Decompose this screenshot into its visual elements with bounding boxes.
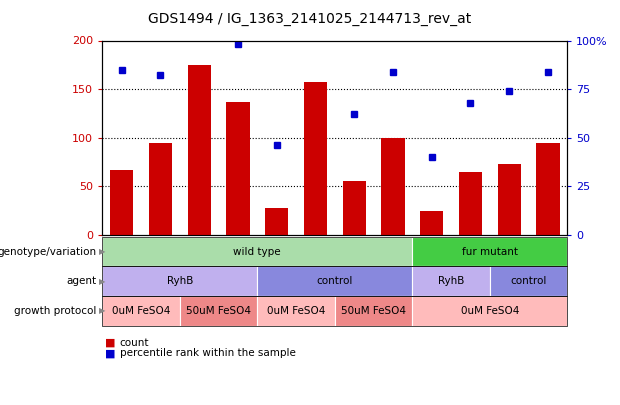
Text: 50uM FeSO4: 50uM FeSO4 [186, 306, 251, 316]
Bar [304, 82, 327, 235]
Text: growth protocol: growth protocol [14, 306, 96, 316]
Text: ▶: ▶ [99, 306, 105, 315]
Text: 0uM FeSO4: 0uM FeSO4 [267, 306, 326, 316]
Bar [459, 172, 482, 235]
Text: percentile rank within the sample: percentile rank within the sample [120, 348, 296, 358]
Text: ▶: ▶ [99, 247, 105, 256]
Bar [265, 208, 288, 235]
Bar [381, 138, 404, 235]
Text: RyhB: RyhB [167, 276, 193, 286]
Bar [497, 164, 521, 235]
Text: control: control [317, 276, 353, 286]
Text: control: control [510, 276, 547, 286]
Bar [187, 65, 211, 235]
Text: ■: ■ [105, 348, 116, 358]
Bar [149, 143, 172, 235]
Bar [226, 102, 249, 235]
Text: RyhB: RyhB [438, 276, 464, 286]
Text: ▶: ▶ [99, 277, 105, 286]
Bar [536, 143, 559, 235]
Bar [110, 170, 133, 235]
Bar [420, 211, 443, 235]
Text: 0uM FeSO4: 0uM FeSO4 [461, 306, 519, 316]
Text: wild type: wild type [234, 247, 281, 257]
Text: fur mutant: fur mutant [462, 247, 518, 257]
Text: 0uM FeSO4: 0uM FeSO4 [112, 306, 170, 316]
Bar [342, 181, 366, 235]
Text: count: count [120, 338, 149, 347]
Text: 50uM FeSO4: 50uM FeSO4 [341, 306, 406, 316]
Text: genotype/variation: genotype/variation [0, 247, 96, 257]
Text: agent: agent [66, 276, 96, 286]
Text: GDS1494 / IG_1363_2141025_2144713_rev_at: GDS1494 / IG_1363_2141025_2144713_rev_at [148, 12, 472, 26]
Text: ■: ■ [105, 338, 116, 347]
